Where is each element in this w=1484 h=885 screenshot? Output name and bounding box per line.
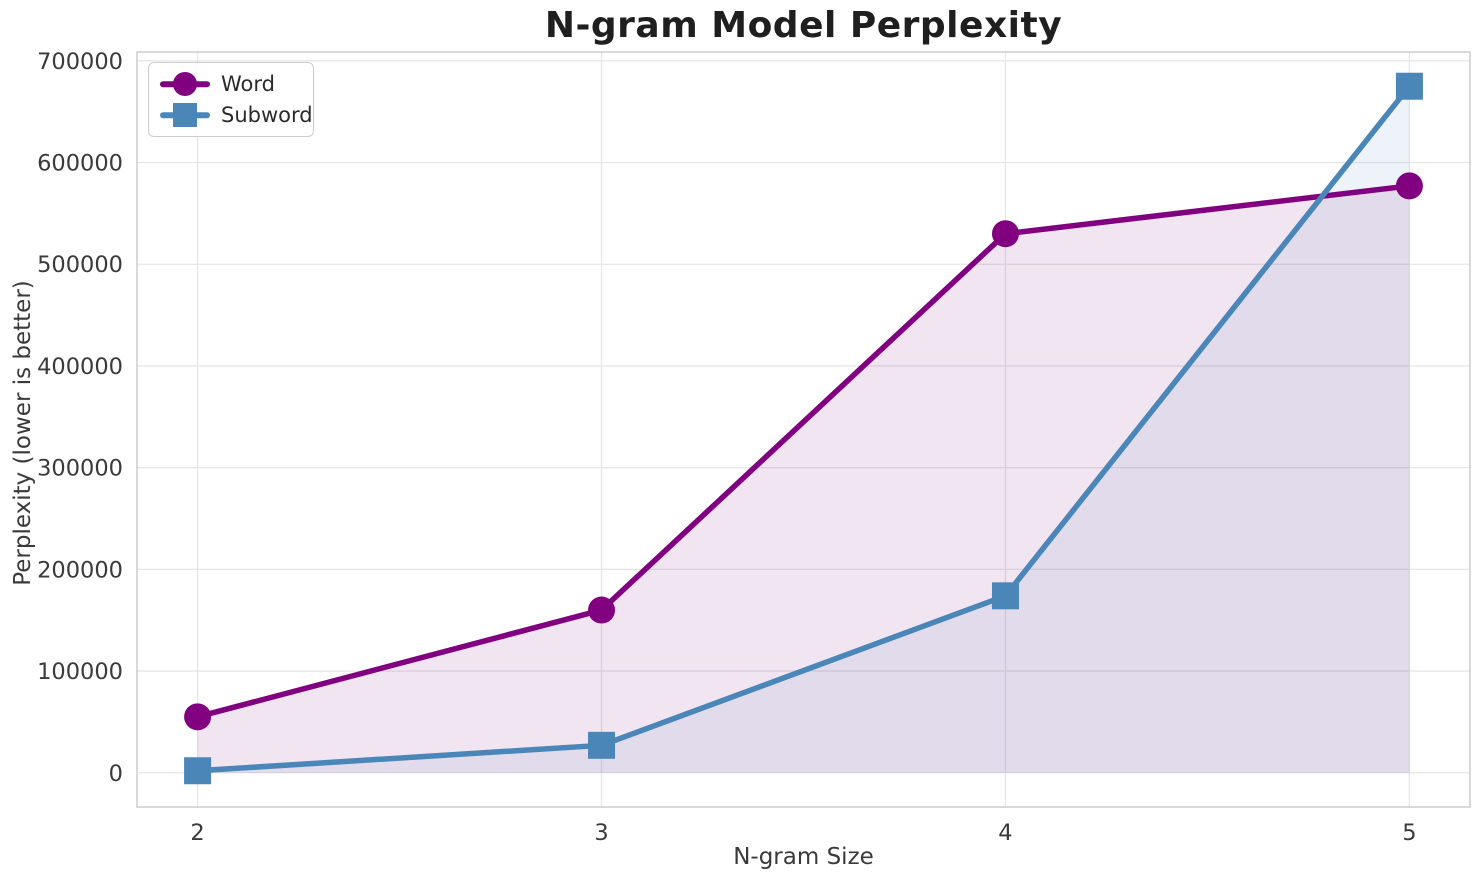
tick-labels: 0 100000 200000 300000 400000 500000 600000 700… <box>37 49 1416 846</box>
series-word-area <box>197 185 1410 773</box>
subword-data-point <box>184 757 212 785</box>
word-data-point <box>184 703 212 731</box>
legend-label-word: Word <box>221 72 275 96</box>
subword-data-point <box>991 582 1019 610</box>
subword-data-point <box>1395 72 1423 100</box>
legend-item-word: Word <box>160 71 303 97</box>
legend-label-subword: Subword <box>221 103 313 127</box>
word-data-point <box>588 596 616 624</box>
y-tick-label: 600000 <box>37 151 123 177</box>
x-tick-label: 3 <box>594 820 608 846</box>
series-subword-line <box>194 83 1413 774</box>
plot-border <box>136 51 1471 808</box>
word-line-marker-glyph <box>160 71 210 97</box>
y-tick-label: 700000 <box>37 49 123 75</box>
subword-line-marker-glyph <box>160 102 210 128</box>
y-tick-label: 200000 <box>37 557 123 583</box>
series-subword-area <box>197 86 1410 773</box>
y-tick-label: 500000 <box>37 252 123 278</box>
chart-title: N-gram Model Perplexity <box>544 5 1063 46</box>
x-tick-label: 2 <box>190 820 204 846</box>
y-tick-label: 300000 <box>37 456 123 482</box>
y-tick-label: 0 <box>109 761 123 787</box>
y-axis-label: Perplexity (lower is better) <box>10 280 36 586</box>
series-word-line <box>194 183 1413 720</box>
y-tick-label: 100000 <box>37 659 123 685</box>
legend: Word Subword <box>148 62 314 137</box>
subword-data-point <box>588 731 616 759</box>
x-tick-label: 4 <box>998 820 1012 846</box>
subword-square-marker-icon <box>173 103 197 127</box>
y-tick-label: 400000 <box>37 354 123 380</box>
legend-item-subword: Subword <box>160 102 313 128</box>
word-data-point <box>1395 172 1423 200</box>
x-tick-label: 5 <box>1402 820 1416 846</box>
word-data-point <box>991 220 1019 248</box>
x-axis-label: N-gram Size <box>733 844 874 870</box>
word-circle-marker-icon <box>173 72 197 96</box>
